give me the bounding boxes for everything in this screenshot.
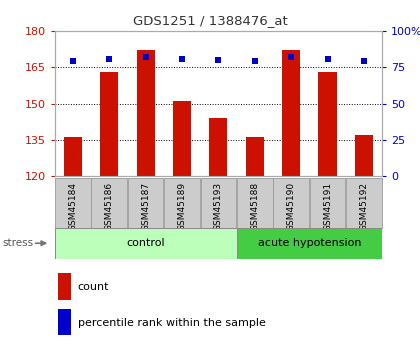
Bar — [236, 228, 382, 259]
Text: GSM45191: GSM45191 — [323, 182, 332, 231]
Bar — [136, 50, 155, 176]
Bar — [55, 178, 91, 228]
Point — [361, 59, 368, 64]
Text: GSM45187: GSM45187 — [141, 182, 150, 231]
Text: GSM45188: GSM45188 — [250, 182, 259, 231]
Bar — [55, 228, 236, 259]
Bar — [246, 137, 264, 176]
Bar — [318, 72, 337, 176]
Bar — [128, 178, 163, 228]
Text: GSM45190: GSM45190 — [287, 182, 296, 231]
Text: percentile rank within the sample: percentile rank within the sample — [78, 318, 265, 327]
Point — [69, 59, 76, 64]
Text: GSM45193: GSM45193 — [214, 182, 223, 231]
Bar — [100, 72, 118, 176]
Bar — [273, 178, 309, 228]
Text: stress: stress — [2, 238, 33, 248]
Bar — [164, 178, 200, 228]
Point — [252, 59, 258, 64]
Bar — [346, 178, 382, 228]
Point — [106, 56, 113, 61]
Bar — [92, 178, 127, 228]
Bar — [201, 178, 236, 228]
Text: GSM45189: GSM45189 — [178, 182, 186, 231]
Bar — [64, 137, 82, 176]
Bar — [237, 178, 273, 228]
Bar — [355, 135, 373, 176]
Text: GSM45186: GSM45186 — [105, 182, 114, 231]
Text: GSM45184: GSM45184 — [68, 182, 77, 231]
Bar — [310, 178, 345, 228]
Text: count: count — [78, 282, 109, 292]
Bar — [282, 50, 300, 176]
Text: GDS1251 / 1388476_at: GDS1251 / 1388476_at — [133, 14, 287, 27]
Point — [178, 56, 185, 61]
Point — [215, 57, 222, 63]
Point — [324, 56, 331, 61]
Text: acute hypotension: acute hypotension — [257, 238, 361, 248]
Bar — [58, 309, 71, 335]
Bar — [209, 118, 228, 176]
Point — [142, 55, 149, 60]
Point — [288, 55, 294, 60]
Bar — [58, 273, 71, 300]
Bar — [173, 101, 191, 176]
Text: control: control — [126, 238, 165, 248]
Text: GSM45192: GSM45192 — [360, 182, 368, 231]
